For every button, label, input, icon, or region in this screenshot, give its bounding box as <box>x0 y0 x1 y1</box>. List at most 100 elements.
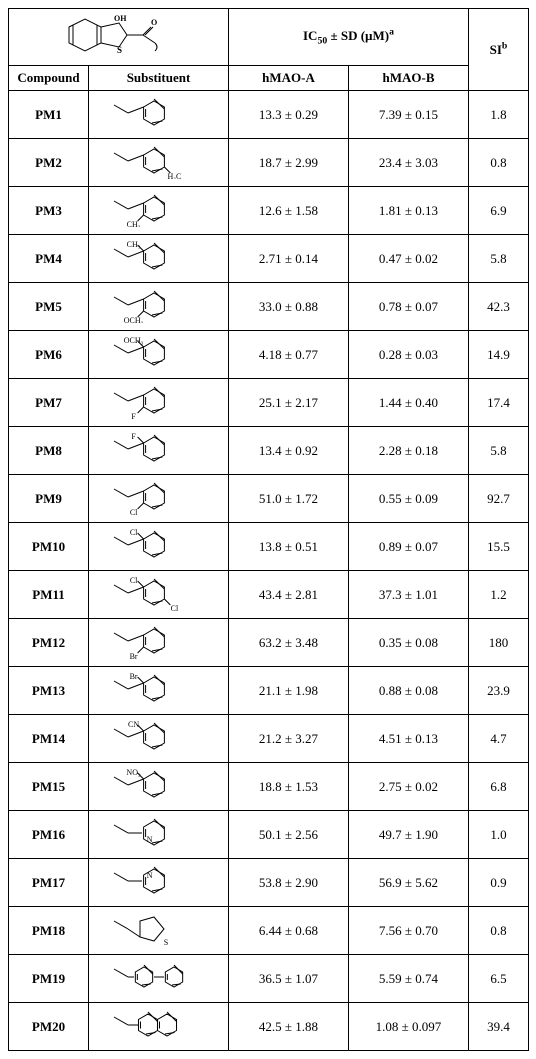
hmaob-header: hMAO-B <box>349 66 469 91</box>
hmaob-cell: 1.81 ± 0.13 <box>349 187 469 235</box>
compound-cell: PM5 <box>9 283 89 331</box>
hmaoa-cell: 25.1 ± 2.17 <box>229 379 349 427</box>
substituent-cell: OCH₃ <box>89 331 229 379</box>
hmaob-cell: 0.88 ± 0.08 <box>349 667 469 715</box>
substituent-cell: CN <box>89 715 229 763</box>
si-cell: 6.5 <box>469 955 529 1003</box>
si-cell: 92.7 <box>469 475 529 523</box>
svg-text:NO₂: NO₂ <box>126 768 141 777</box>
substituent-cell: ClCl <box>89 571 229 619</box>
hmaoa-cell: 33.0 ± 0.88 <box>229 283 349 331</box>
compound-cell: PM2 <box>9 139 89 187</box>
hmaoa-cell: 12.6 ± 1.58 <box>229 187 349 235</box>
compound-cell: PM6 <box>9 331 89 379</box>
table-row: PM4CH₃2.71 ± 0.140.47 ± 0.025.8 <box>9 235 529 283</box>
hmaoa-cell: 13.8 ± 0.51 <box>229 523 349 571</box>
si-cell: 4.7 <box>469 715 529 763</box>
substituent-cell: S <box>89 907 229 955</box>
hmaoa-cell: 50.1 ± 2.56 <box>229 811 349 859</box>
svg-text:F: F <box>131 412 136 419</box>
si-cell: 15.5 <box>469 523 529 571</box>
compound-cell: PM19 <box>9 955 89 1003</box>
svg-text:Br: Br <box>129 652 137 659</box>
compound-cell: PM15 <box>9 763 89 811</box>
si-header-text: SIb <box>490 42 508 57</box>
substituent-cell: F <box>89 379 229 427</box>
compound-cell: PM17 <box>9 859 89 907</box>
substituent-cell: CH₃ <box>89 187 229 235</box>
hmaob-cell: 0.55 ± 0.09 <box>349 475 469 523</box>
hmaoa-cell: 6.44 ± 0.68 <box>229 907 349 955</box>
svg-text:H₃C: H₃C <box>167 172 181 179</box>
compound-cell: PM20 <box>9 1003 89 1051</box>
substituent-header: Substituent <box>89 66 229 91</box>
svg-text:CH₃: CH₃ <box>126 240 140 249</box>
compound-cell: PM18 <box>9 907 89 955</box>
substituent-cell: NO₂ <box>89 763 229 811</box>
hmaob-cell: 2.75 ± 0.02 <box>349 763 469 811</box>
table-row: PM7F25.1 ± 2.171.44 ± 0.4017.4 <box>9 379 529 427</box>
compound-cell: PM8 <box>9 427 89 475</box>
hmaoa-cell: 43.4 ± 2.81 <box>229 571 349 619</box>
hmaoa-cell: 18.7 ± 2.99 <box>229 139 349 187</box>
compound-cell: PM3 <box>9 187 89 235</box>
table-row: PM8F13.4 ± 0.922.28 ± 0.185.8 <box>9 427 529 475</box>
svg-text:OCH₃: OCH₃ <box>123 336 143 345</box>
hmaoa-cell: 13.3 ± 0.29 <box>229 91 349 139</box>
svg-text:OCH₃: OCH₃ <box>123 316 143 323</box>
compound-cell: PM9 <box>9 475 89 523</box>
substituent-cell <box>89 955 229 1003</box>
table-row: PM3CH₃12.6 ± 1.581.81 ± 0.136.9 <box>9 187 529 235</box>
hmaob-cell: 7.56 ± 0.70 <box>349 907 469 955</box>
si-cell: 6.9 <box>469 187 529 235</box>
svg-text:S: S <box>163 938 167 947</box>
ic50-header-text: IC50 ± SD (µM)a <box>303 28 394 43</box>
si-cell: 0.8 <box>469 907 529 955</box>
compound-header: Compound <box>9 66 89 91</box>
hmaoa-cell: 42.5 ± 1.88 <box>229 1003 349 1051</box>
table-row: PM16N50.1 ± 2.5649.7 ± 1.901.0 <box>9 811 529 859</box>
substituent-cell <box>89 91 229 139</box>
si-header: SIb <box>469 9 529 91</box>
hmaoa-cell: 21.1 ± 1.98 <box>229 667 349 715</box>
si-cell: 39.4 <box>469 1003 529 1051</box>
ic50-header: IC50 ± SD (µM)a <box>229 9 469 66</box>
si-cell: 17.4 <box>469 379 529 427</box>
table-body: PM113.3 ± 0.297.39 ± 0.151.8PM2 H₃C 18.7 ±… <box>9 91 529 1051</box>
si-cell: 5.8 <box>469 235 529 283</box>
table-row: PM18 S 6.44 ± 0.687.56 ± 0.700.8 <box>9 907 529 955</box>
substituent-cell: CH₃ <box>89 235 229 283</box>
hmaob-cell: 4.51 ± 0.13 <box>349 715 469 763</box>
table-row: PM14CN21.2 ± 3.274.51 ± 0.134.7 <box>9 715 529 763</box>
svg-text:CN: CN <box>128 720 139 729</box>
hmaob-cell: 0.89 ± 0.07 <box>349 523 469 571</box>
hmaoa-cell: 4.18 ± 0.77 <box>229 331 349 379</box>
hmaob-cell: 37.3 ± 1.01 <box>349 571 469 619</box>
si-cell: 42.3 <box>469 283 529 331</box>
substituent-cell: Br <box>89 667 229 715</box>
si-cell: 1.2 <box>469 571 529 619</box>
substituent-cell: Cl <box>89 475 229 523</box>
si-cell: 0.8 <box>469 139 529 187</box>
compound-cell: PM4 <box>9 235 89 283</box>
hmaoa-cell: 51.0 ± 1.72 <box>229 475 349 523</box>
svg-text:N: N <box>146 835 152 844</box>
core-structure-cell: S OH O <box>9 9 229 66</box>
substituent-cell: N <box>89 811 229 859</box>
compound-cell: PM14 <box>9 715 89 763</box>
substituent-cell: OCH₃ <box>89 283 229 331</box>
hmaob-cell: 7.39 ± 0.15 <box>349 91 469 139</box>
hmaoa-cell: 2.71 ± 0.14 <box>229 235 349 283</box>
hmaob-cell: 23.4 ± 3.03 <box>349 139 469 187</box>
si-cell: 0.9 <box>469 859 529 907</box>
hmaob-cell: 2.28 ± 0.18 <box>349 427 469 475</box>
svg-text:S: S <box>117 45 122 55</box>
si-cell: 1.8 <box>469 91 529 139</box>
substituent-cell <box>89 1003 229 1051</box>
si-cell: 5.8 <box>469 427 529 475</box>
svg-text:Cl: Cl <box>129 528 137 537</box>
compound-cell: PM16 <box>9 811 89 859</box>
table-row: PM5OCH₃33.0 ± 0.880.78 ± 0.0742.3 <box>9 283 529 331</box>
table-row: PM113.3 ± 0.297.39 ± 0.151.8 <box>9 91 529 139</box>
hmaob-cell: 0.28 ± 0.03 <box>349 331 469 379</box>
